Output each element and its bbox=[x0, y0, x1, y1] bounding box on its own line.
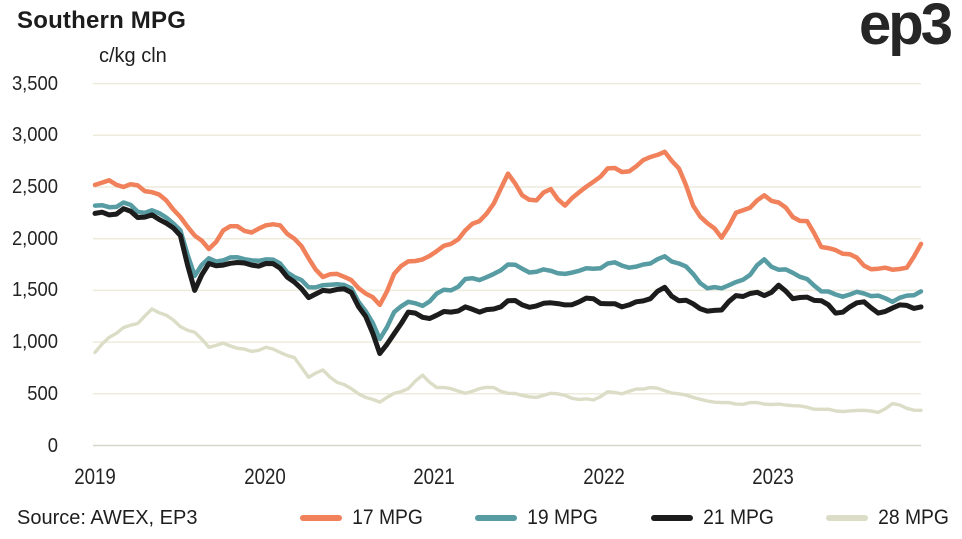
y-axis-tick-label: 3,000 bbox=[11, 124, 59, 147]
legend-swatch-28-mpg bbox=[825, 515, 868, 521]
y-axis-tick-label: 0 bbox=[47, 434, 58, 457]
legend-label: 19 MPG bbox=[527, 506, 599, 529]
brand-logo: ep3 bbox=[859, 0, 953, 57]
legend-item-21-mpg: 21 MPG bbox=[650, 506, 777, 530]
legend-label: 17 MPG bbox=[352, 506, 423, 529]
legend-label: 28 MPG bbox=[878, 506, 949, 529]
series-19-mpg bbox=[92, 200, 924, 342]
chart-footer: Source: AWEX, EP3 17 MPG 19 MPG 21 MPG 28 M… bbox=[0, 502, 962, 534]
x-axis-tick-label: 2019 bbox=[74, 464, 116, 489]
series-21-mpg bbox=[92, 206, 924, 356]
y-axis-tick-label: 2,500 bbox=[11, 176, 59, 198]
page-title: Southern MPG bbox=[17, 7, 187, 34]
legend-item-17-mpg: 17 MPG bbox=[300, 506, 426, 530]
x-axis-tick-label: 2020 bbox=[243, 464, 286, 489]
y-axis-unit-label: c/kg cln bbox=[99, 45, 167, 67]
y-axis-tick-label: 500 bbox=[27, 382, 58, 405]
legend-item-19-mpg: 19 MPG bbox=[475, 506, 601, 530]
legend-swatch-19-mpg bbox=[475, 515, 518, 521]
y-axis-tick-label: 2,000 bbox=[11, 227, 59, 250]
legend-swatch-21-mpg bbox=[650, 515, 693, 521]
legend-swatch-17-mpg bbox=[300, 515, 342, 521]
x-axis-tick-label: 2022 bbox=[582, 464, 625, 489]
series-28-mpg bbox=[93, 307, 923, 415]
x-axis-tick-label: 2023 bbox=[752, 464, 794, 489]
y-axis-tick-label: 1,500 bbox=[11, 279, 59, 302]
legend: 17 MPG 19 MPG 21 MPG 28 MPG bbox=[300, 502, 952, 534]
y-axis-tick-label: 1,000 bbox=[11, 331, 59, 354]
source-note: Source: AWEX, EP3 bbox=[17, 507, 198, 529]
gridlines bbox=[93, 82, 921, 447]
series-17-mpg bbox=[92, 149, 924, 308]
legend-label: 21 MPG bbox=[702, 506, 774, 529]
x-axis-tick-label: 2021 bbox=[413, 464, 455, 489]
legend-item-28-mpg: 28 MPG bbox=[825, 506, 952, 530]
y-axis-tick-label: 3,500 bbox=[11, 72, 59, 95]
